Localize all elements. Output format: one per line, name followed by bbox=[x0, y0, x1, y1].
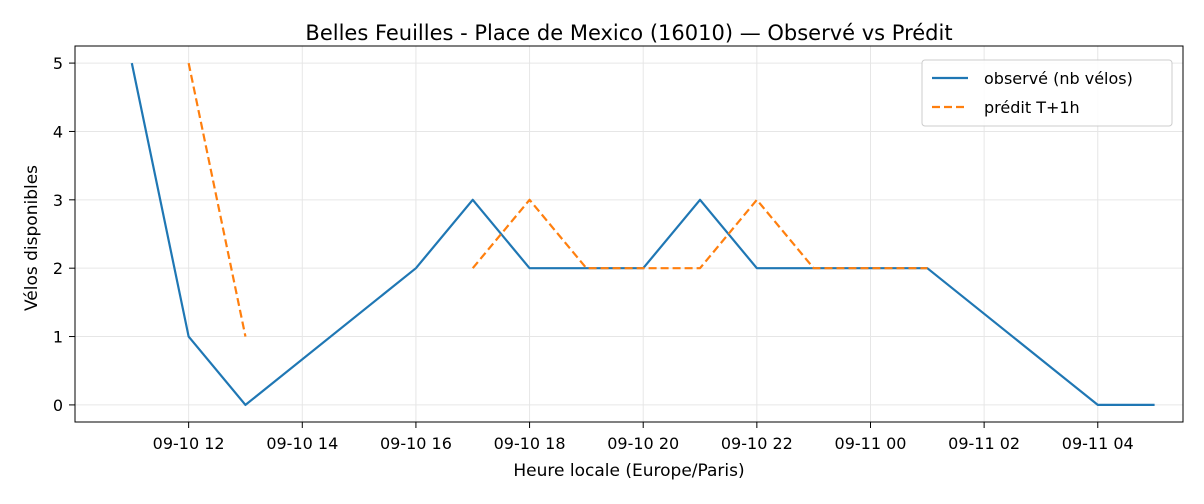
y-tick-label: 4 bbox=[53, 122, 63, 141]
x-tick-label: 09-10 12 bbox=[153, 434, 225, 453]
x-tick-label: 09-10 16 bbox=[380, 434, 452, 453]
x-tick-label: 09-11 04 bbox=[1062, 434, 1134, 453]
y-tick-label: 0 bbox=[53, 396, 63, 415]
series-line-predicted bbox=[187, 62, 247, 337]
legend-label-observed: observé (nb vélos) bbox=[984, 69, 1133, 88]
series-line-predicted bbox=[471, 198, 928, 270]
legend-box bbox=[921, 59, 1173, 127]
x-tick-label: 09-10 18 bbox=[494, 434, 566, 453]
y-tick-label: 1 bbox=[53, 328, 63, 347]
axis-ticks: 09-10 12 09-10 14 09-10 16 09-10 18 09-10 20… bbox=[53, 54, 1134, 453]
x-tick-label: 09-11 02 bbox=[948, 434, 1020, 453]
y-tick-label: 5 bbox=[53, 54, 63, 73]
legend-label-predicted: prédit T+1h bbox=[984, 98, 1080, 117]
legend: observé (nb vélos) prédit T+1h bbox=[921, 59, 1173, 127]
x-axis-title: Heure locale (Europe/Paris) bbox=[513, 461, 744, 481]
y-axis-title: Vélos disponibles bbox=[22, 165, 42, 311]
x-tick-label: 09-10 14 bbox=[266, 434, 338, 453]
grid bbox=[75, 46, 1183, 422]
series-layer bbox=[130, 62, 1155, 407]
series-line-observed bbox=[130, 62, 1155, 407]
chart-title: Belles Feuilles - Place de Mexico (16010… bbox=[305, 21, 952, 45]
x-tick-label: 09-11 00 bbox=[835, 434, 907, 453]
x-tick-label: 09-10 20 bbox=[607, 434, 679, 453]
plot-frame bbox=[74, 45, 1184, 423]
y-tick-label: 2 bbox=[53, 259, 63, 278]
y-tick-label: 3 bbox=[53, 191, 63, 210]
x-tick-label: 09-10 22 bbox=[721, 434, 793, 453]
